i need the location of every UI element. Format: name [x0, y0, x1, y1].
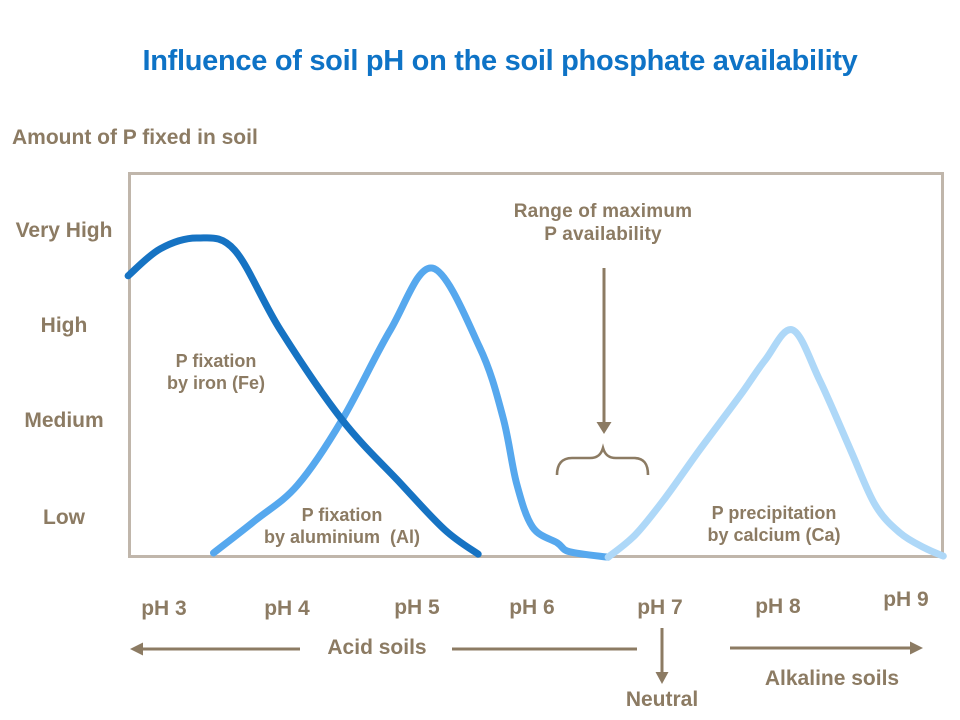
- iron-curve-label: P fixation by iron (Fe): [167, 351, 265, 393]
- alkaline-soils-label: Alkaline soils: [764, 667, 900, 690]
- y-tick-low: Low: [43, 506, 85, 529]
- y-tick-medium: Medium: [24, 409, 104, 432]
- x-tick-ph7: pH 7: [637, 596, 683, 619]
- x-tick-ph5: pH 5: [394, 596, 440, 619]
- y-tick-high: High: [40, 314, 88, 337]
- x-tick-ph6: pH 6: [509, 596, 555, 619]
- aluminium-curve-label: P fixation by aluminium (Al): [263, 505, 420, 547]
- x-tick-ph3: pH 3: [141, 597, 187, 620]
- range-arrow-head-icon: [596, 422, 612, 434]
- acid-arrow-head-icon: [130, 642, 143, 656]
- calcium-curve: [604, 326, 947, 561]
- range-brace-icon: [555, 443, 650, 476]
- x-tick-ph9: pH 9: [883, 588, 929, 611]
- curves-svg: [124, 234, 947, 561]
- x-tick-ph8: pH 8: [755, 595, 801, 618]
- chart-title: Influence of soil pH on the soil phospha…: [142, 45, 858, 77]
- acid-soils-label: Acid soils: [327, 636, 427, 659]
- aluminium-curve: [210, 264, 612, 561]
- neutral-label: Neutral: [625, 688, 699, 711]
- alkaline-arrow-head-icon: [910, 641, 923, 655]
- calcium-curve-label: P precipitation by calcium (Ca): [707, 503, 841, 545]
- axis-annotations-svg: [130, 628, 923, 684]
- neutral-arrow-head-icon: [655, 672, 669, 684]
- range-annotation-label: Range of maximum P availability: [513, 201, 693, 245]
- iron-curve: [124, 234, 482, 558]
- plot-area: P fixation by iron (Fe) P fixation by al…: [124, 172, 947, 561]
- x-tick-ph4: pH 4: [264, 597, 310, 620]
- y-axis-title: Amount of P fixed in soil: [12, 126, 258, 149]
- y-tick-very-high: Very High: [15, 219, 113, 242]
- plot-border: [128, 172, 944, 558]
